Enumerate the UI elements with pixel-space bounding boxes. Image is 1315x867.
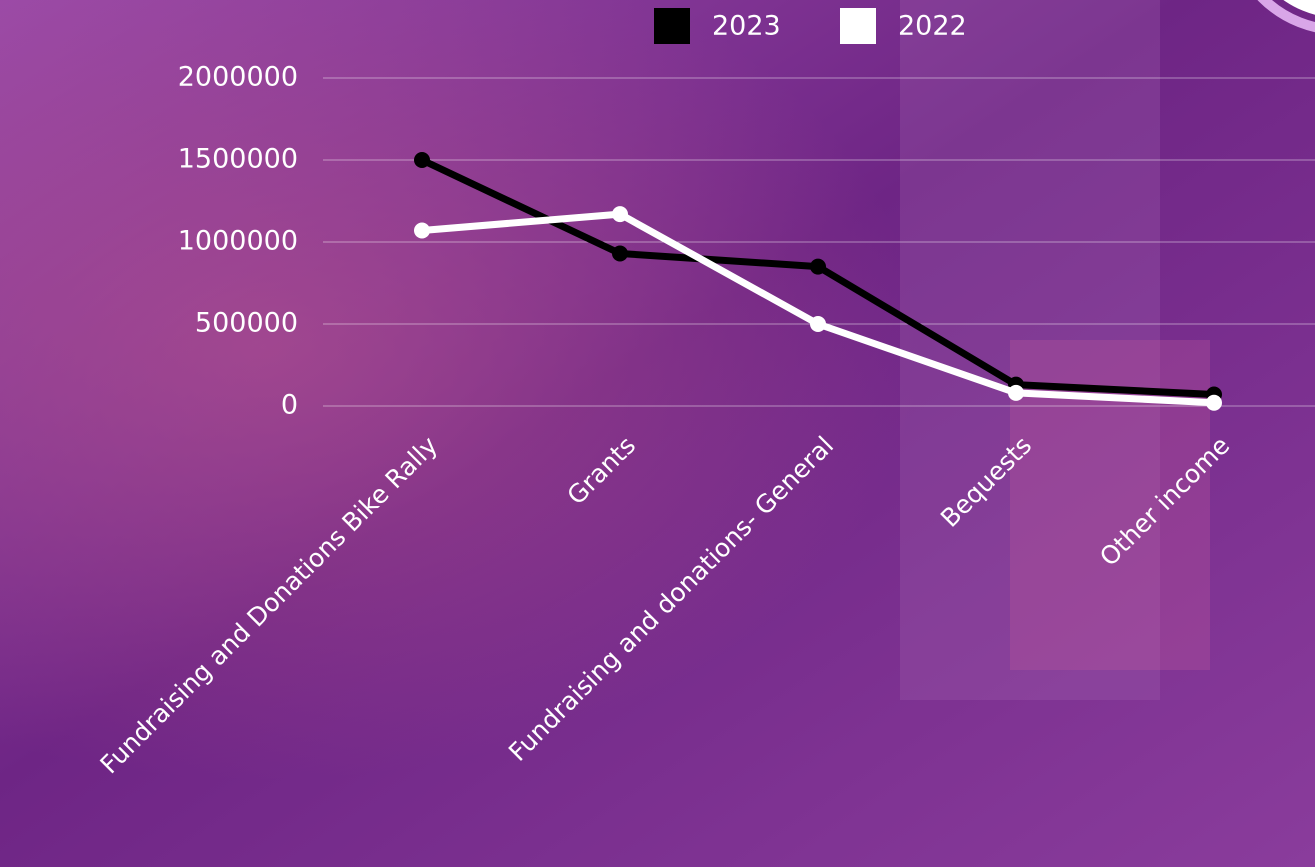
y-tick-label: 1000000 xyxy=(178,226,298,257)
background-shape xyxy=(900,0,1160,700)
data-point xyxy=(810,316,826,332)
data-point xyxy=(612,206,628,223)
data-point xyxy=(810,258,826,275)
data-point xyxy=(414,152,430,168)
data-point xyxy=(414,222,430,239)
legend-label: 2023 xyxy=(712,11,781,42)
legend-swatch xyxy=(840,8,876,44)
data-point xyxy=(1206,394,1222,411)
y-tick-label: 0 xyxy=(281,390,298,421)
decor-circle xyxy=(1283,0,1315,15)
y-tick-label: 2000000 xyxy=(178,62,298,93)
data-point xyxy=(612,245,628,262)
legend-label: 2022 xyxy=(898,11,967,42)
legend-swatch xyxy=(654,8,690,44)
y-tick-label: 500000 xyxy=(195,308,298,339)
data-point xyxy=(1008,384,1024,401)
y-tick-label: 1500000 xyxy=(178,144,298,175)
